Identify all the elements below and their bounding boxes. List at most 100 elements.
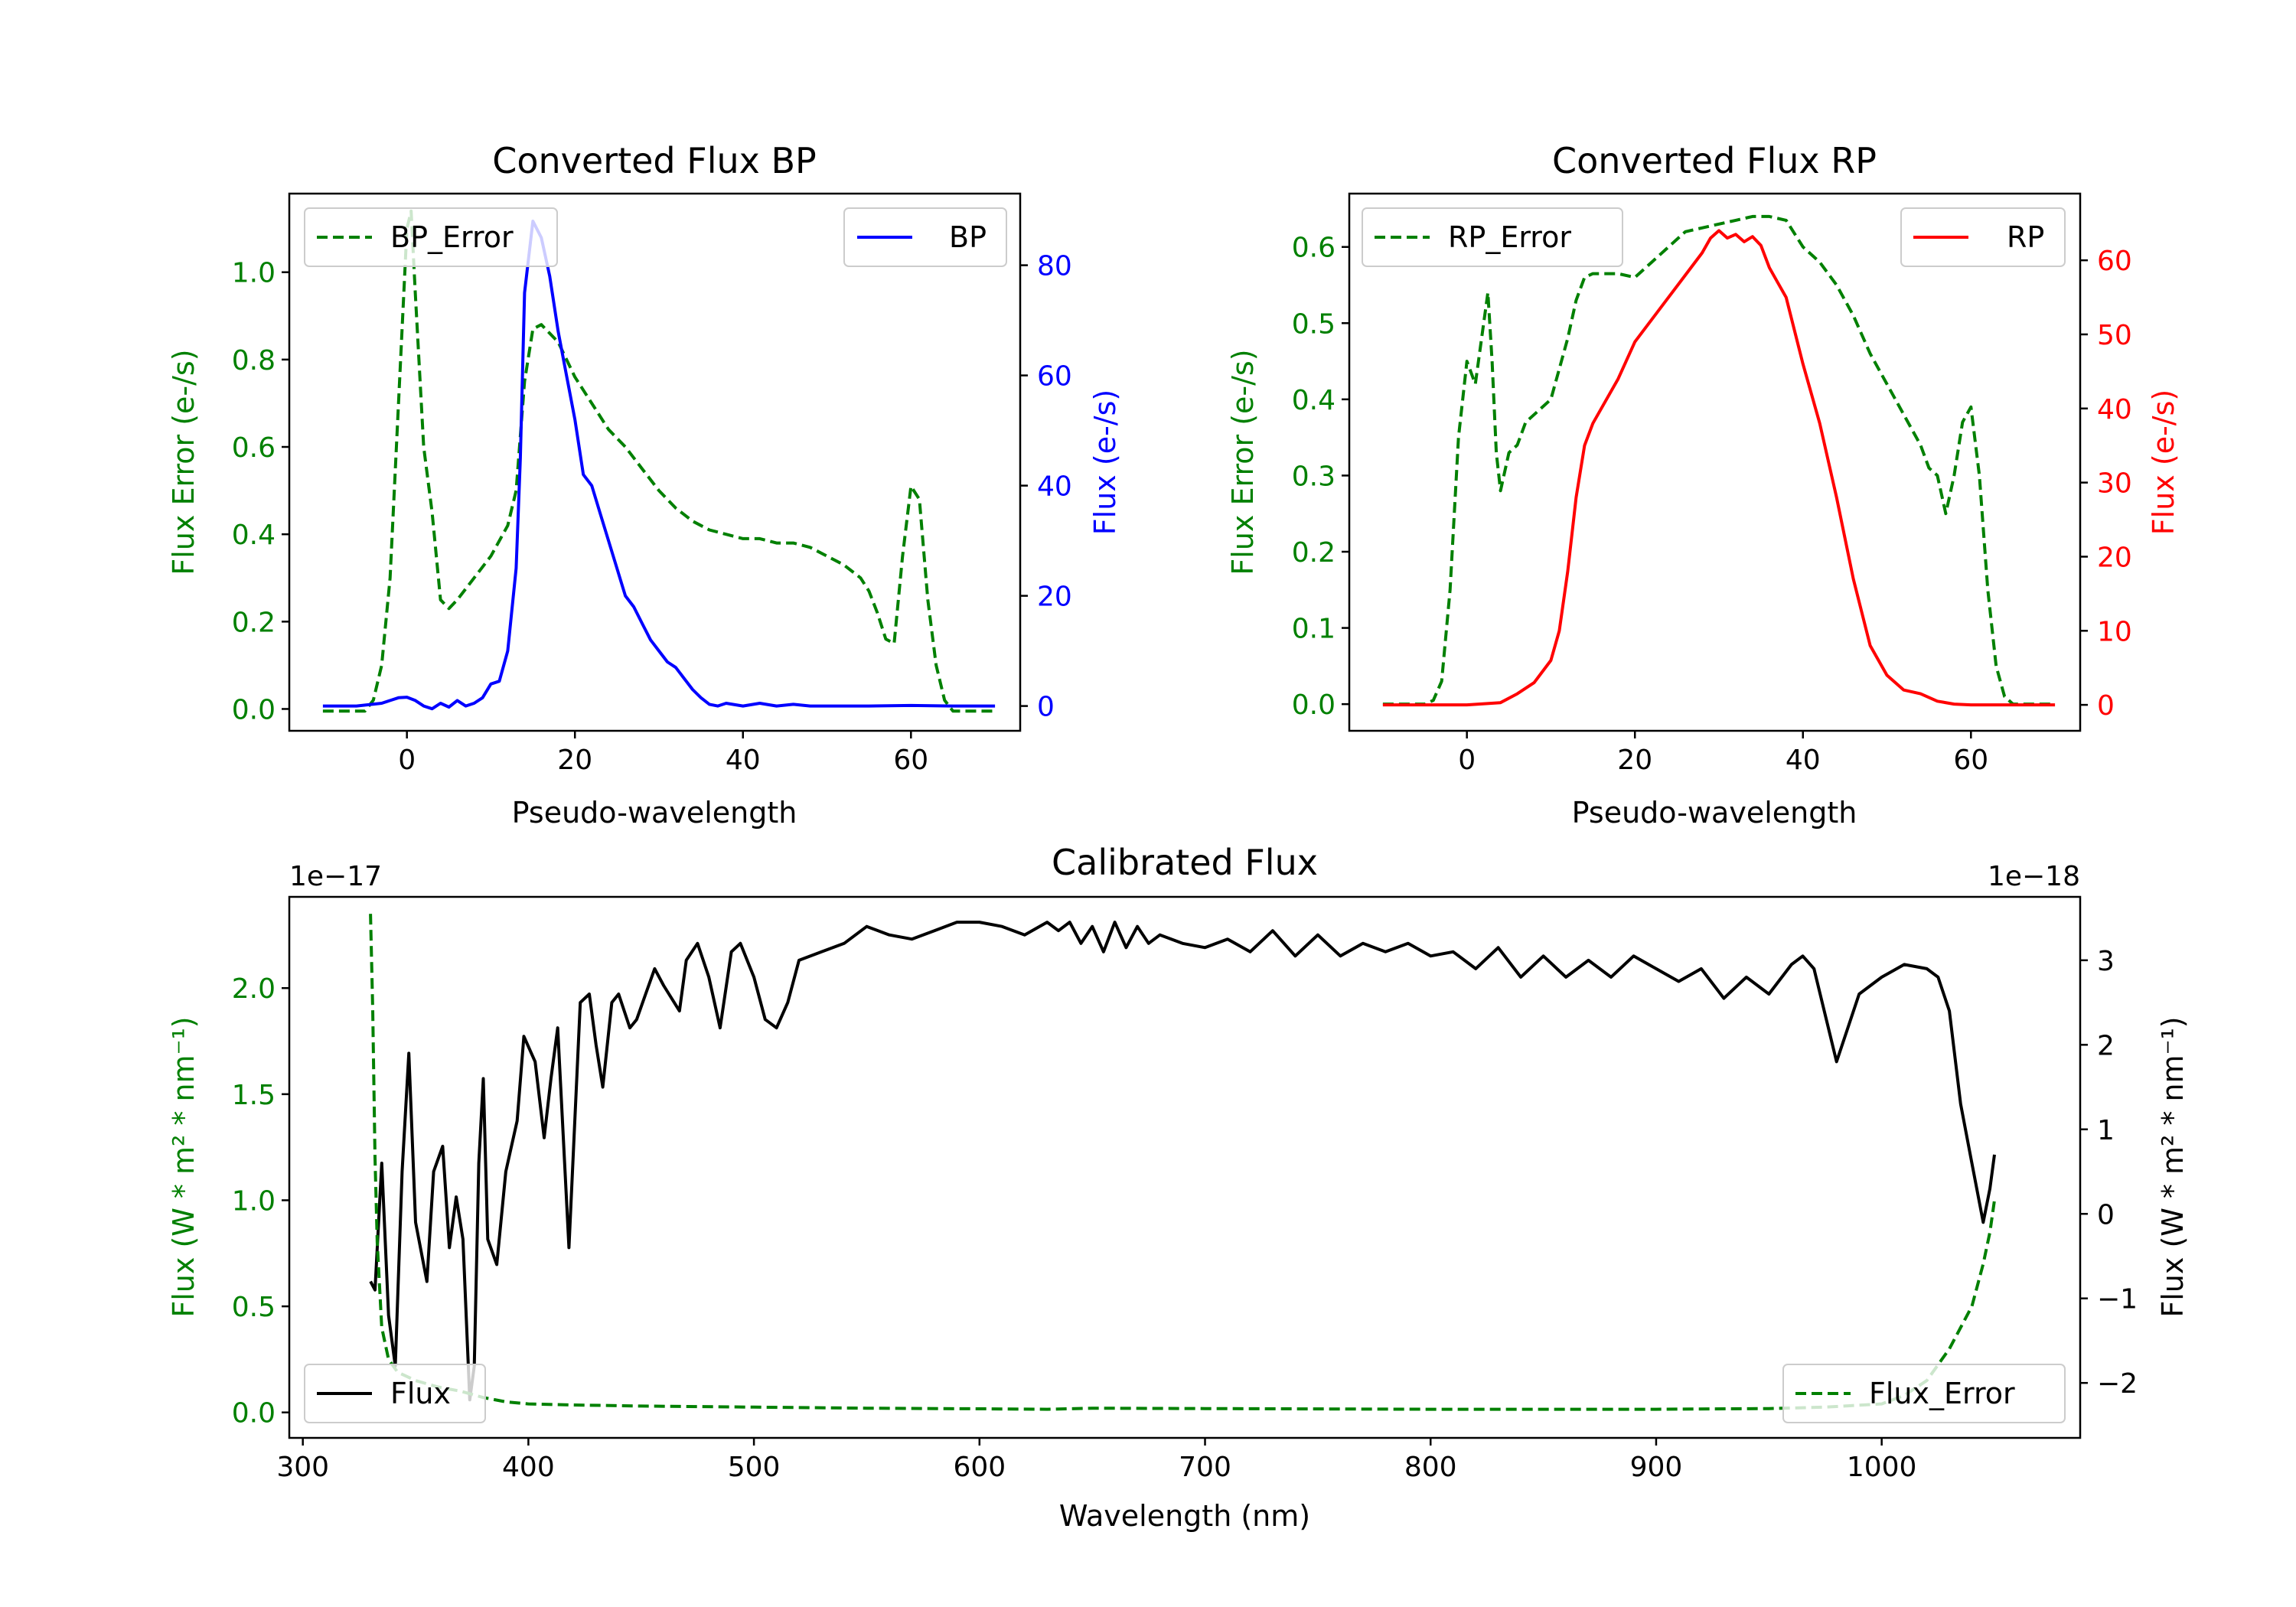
- calibrated-ticks: 300 400 500 600 700 800 900 1000 0.0 0.5 1.0 1.5 2.0…: [232, 946, 2138, 1483]
- rp-left-ytick-label: 0.3: [1292, 461, 1336, 492]
- rp-series-rp-error: [1382, 214, 2056, 706]
- rp-legend-error: RP_Error: [1362, 207, 1623, 267]
- calibrated-axes-frame: [288, 895, 2082, 1439]
- calibrated-xlabel: Wavelength (nm): [1059, 1499, 1310, 1533]
- bp-right-ytick-label: 80: [1037, 251, 1072, 282]
- rp-left-ytick-label: 0.2: [1292, 537, 1336, 569]
- calibrated-left-ytick-label: 2.0: [232, 973, 276, 1005]
- bp-series-bp: [322, 220, 996, 711]
- bp-right-ytick-label: 40: [1037, 471, 1072, 503]
- calibrated-left-ytick-label: 0.5: [232, 1292, 276, 1323]
- rp-xtick-label: 20: [1617, 745, 1652, 776]
- calibrated-xtick-label: 400: [502, 1452, 555, 1483]
- calibrated-series-flux: [369, 921, 1996, 1402]
- rp-xtick-label: 60: [1953, 745, 1988, 776]
- bp-series-bp-error: [322, 209, 996, 713]
- bp-xtick-label: 60: [893, 745, 928, 776]
- calibrated-right-ytick-label: 1: [2097, 1115, 2115, 1146]
- calibrated-legend-error: Flux_Error: [1782, 1364, 2066, 1423]
- bp-left-ytick-label: 0.6: [232, 432, 276, 464]
- calibrated-legend-flux: Flux: [304, 1364, 486, 1423]
- calibrated-xtick-label: 900: [1630, 1452, 1683, 1483]
- calibrated-right-ytick-label: 2: [2097, 1030, 2115, 1061]
- rp-left-ytick-label: 0.4: [1292, 385, 1336, 416]
- bp-left-ytick-label: 0.4: [232, 520, 276, 551]
- rp-series-rp: [1382, 229, 2056, 707]
- rp-right-ytick-label: 0: [2097, 690, 2115, 722]
- calibrated-right-ytick-label: −2: [2097, 1368, 2138, 1400]
- bp-lines: [322, 209, 996, 713]
- calibrated-legend-flux-label: Flux: [390, 1377, 451, 1410]
- calibrated-right-ytick-label: 0: [2097, 1199, 2115, 1231]
- bp-right-ytick-label: 60: [1037, 361, 1072, 393]
- bp-legend-error-label: BP_Error: [390, 220, 514, 254]
- rp-right-ylabel: Flux (e-/s): [2147, 390, 2180, 535]
- bp-ticks: 0 20 40 60 0.0 0.2 0.4 0.6 0.8 1.0 0 20 40 60 80: [232, 251, 1072, 776]
- calibrated-right-ylabel: Flux (W * m² * nm⁻¹): [2156, 1016, 2190, 1317]
- chart-calibrated: 300 400 500 600 700 800 900 1000 0.0 0.5 1.0 1.5 2.0…: [167, 842, 2190, 1533]
- calibrated-xtick-label: 1000: [1847, 1452, 1917, 1483]
- bp-xtick-label: 20: [557, 745, 592, 776]
- calibrated-xtick-label: 300: [276, 1452, 329, 1483]
- rp-right-ytick-label: 30: [2097, 468, 2132, 500]
- calibrated-xtick-label: 600: [953, 1452, 1006, 1483]
- rp-xlabel: Pseudo-wavelength: [1572, 796, 1857, 830]
- bp-legend-flux-label: BP: [949, 220, 987, 254]
- rp-xtick-label: 0: [1458, 745, 1476, 776]
- rp-left-ytick-label: 0.6: [1292, 233, 1336, 264]
- calibrated-xtick-label: 700: [1179, 1452, 1231, 1483]
- chart-bp: 0 20 40 60 0.0 0.2 0.4 0.6 0.8 1.0 0 20 40 60 80 Conve…: [167, 140, 1122, 830]
- rp-legend-flux-label: RP: [2007, 220, 2044, 254]
- rp-right-ytick-label: 60: [2097, 246, 2132, 277]
- bp-xtick-label: 40: [726, 745, 761, 776]
- bp-left-ytick-label: 1.0: [232, 258, 276, 289]
- bp-legend-error-box: [304, 207, 558, 267]
- calibrated-left-offset: 1e−17: [289, 861, 382, 892]
- rp-left-ytick-label: 0.5: [1292, 308, 1336, 340]
- rp-left-ylabel: Flux Error (e-/s): [1226, 349, 1260, 575]
- bp-legend-flux: BP: [843, 207, 1007, 267]
- calibrated-legend-error-label: Flux_Error: [1869, 1377, 2015, 1410]
- calibrated-left-ylabel: Flux (W * m² * nm⁻¹): [167, 1016, 201, 1317]
- calibrated-left-ytick-label: 0.0: [232, 1398, 276, 1429]
- rp-legend-error-box: [1362, 207, 1623, 267]
- rp-left-ytick-label: 0.0: [1292, 689, 1336, 721]
- calibrated-left-ytick-label: 1.0: [232, 1185, 276, 1217]
- bp-left-ylabel: Flux Error (e-/s): [167, 349, 201, 575]
- calibrated-xtick-label: 800: [1404, 1452, 1457, 1483]
- bp-legend-error: BP_Error: [304, 207, 558, 267]
- calibrated-legend-error-box: [1782, 1364, 2066, 1423]
- rp-xtick-label: 40: [1786, 745, 1821, 776]
- rp-title: Converted Flux RP: [1552, 140, 1877, 181]
- bp-axes-frame: [288, 192, 1022, 732]
- bp-right-ytick-label: 0: [1037, 692, 1055, 723]
- rp-right-ytick-label: 20: [2097, 542, 2132, 573]
- rp-legend-error-label: RP_Error: [1448, 220, 1571, 254]
- bp-xtick-label: 0: [398, 745, 416, 776]
- bp-left-ytick-label: 0.0: [232, 694, 276, 725]
- rp-axes-frame: [1348, 192, 2082, 732]
- calibrated-left-ytick-label: 1.5: [232, 1080, 276, 1111]
- rp-left-ytick-label: 0.1: [1292, 614, 1336, 645]
- calibrated-xtick-label: 500: [728, 1452, 781, 1483]
- calibrated-title: Calibrated Flux: [1052, 842, 1318, 883]
- bp-left-ytick-label: 0.2: [232, 607, 276, 638]
- bp-legend-flux-box: [843, 207, 1007, 267]
- bp-title: Converted Flux BP: [492, 140, 817, 181]
- rp-legend-flux-box: [1900, 207, 2066, 267]
- rp-right-ytick-label: 10: [2097, 616, 2132, 647]
- bp-left-ytick-label: 0.8: [232, 345, 276, 376]
- rp-lines: [1382, 214, 2056, 707]
- bp-right-ylabel: Flux (e-/s): [1088, 390, 1122, 535]
- chart-rp: 0 20 40 60 0.0 0.1 0.2 0.3 0.4 0.5 0.6 0 10 20 30 40 50 6…: [1226, 140, 2180, 830]
- bp-right-ytick-label: 20: [1037, 582, 1072, 613]
- calibrated-right-ytick-label: 3: [2097, 946, 2115, 977]
- calibrated-legend-flux-box: [304, 1364, 486, 1423]
- rp-right-ytick-label: 40: [2097, 394, 2132, 425]
- rp-ticks: 0 20 40 60 0.0 0.1 0.2 0.3 0.4 0.5 0.6 0 10 20 30 40 50 6…: [1292, 233, 2132, 776]
- calibrated-right-offset: 1e−18: [1988, 861, 2080, 892]
- rp-right-ytick-label: 50: [2097, 320, 2132, 351]
- bp-xlabel: Pseudo-wavelength: [512, 796, 797, 830]
